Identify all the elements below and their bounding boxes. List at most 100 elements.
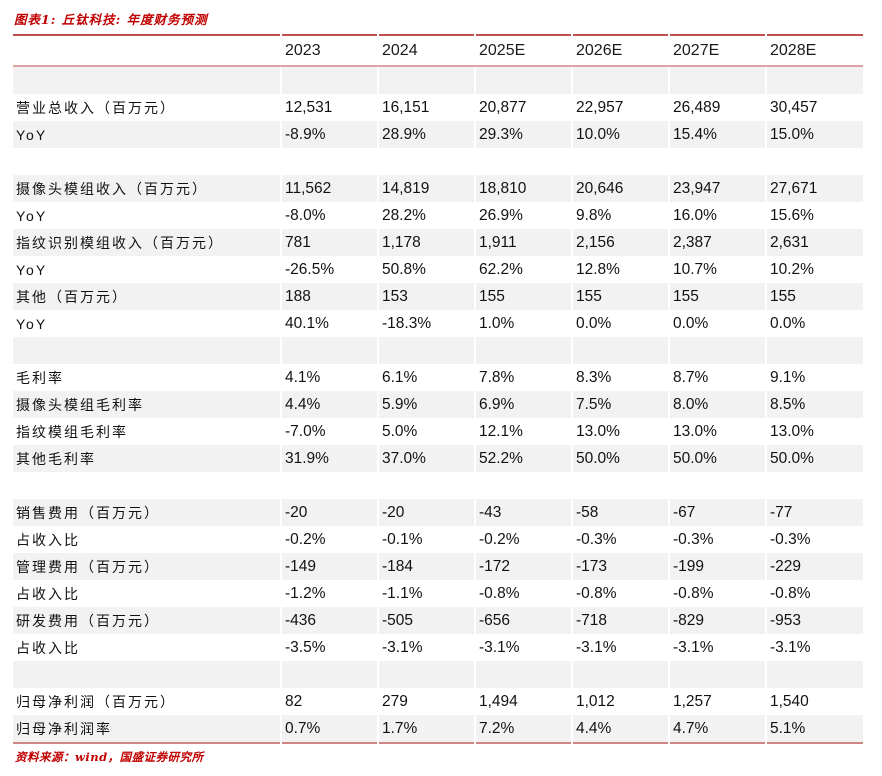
cell-value: 1,911 xyxy=(474,229,572,256)
cell-value: 1.0% xyxy=(474,310,572,337)
cell-value xyxy=(474,66,572,94)
cell-value xyxy=(377,66,475,94)
cell-value: 22,957 xyxy=(571,94,669,121)
cell-value: 14,819 xyxy=(377,175,475,202)
cell-value xyxy=(668,472,766,499)
cell-value: 0.7% xyxy=(280,715,378,743)
cell-value: 1,540 xyxy=(765,688,863,715)
cell-value: -67 xyxy=(668,499,766,526)
table-row: 指纹模组毛利率 -7.0% 5.0% 12.1% 13.0% 13.0% 13.0% xyxy=(13,418,863,445)
cell-value: 1,012 xyxy=(571,688,669,715)
cell-value: 50.0% xyxy=(668,445,766,472)
cell-value: -718 xyxy=(571,607,669,634)
cell-value: -184 xyxy=(377,553,475,580)
cell-value: 18,810 xyxy=(474,175,572,202)
cell-value: -0.3% xyxy=(668,526,766,553)
cell-value: 31.9% xyxy=(280,445,378,472)
year-column-header: 2027E xyxy=(668,35,766,67)
row-label: YoY xyxy=(16,315,48,332)
cell-value: 155 xyxy=(571,283,669,310)
cell-value xyxy=(571,472,669,499)
cell-value xyxy=(571,337,669,364)
cell-value: 8.3% xyxy=(571,364,669,391)
cell-value xyxy=(765,66,863,94)
cell-value xyxy=(280,148,378,175)
cell-value: -0.8% xyxy=(474,580,572,607)
cell-value: -505 xyxy=(377,607,475,634)
cell-value: 4.1% xyxy=(280,364,378,391)
cell-value: -20 xyxy=(280,499,378,526)
table-row: 归母净利润（百万元） 82 279 1,494 1,012 1,257 1,540 xyxy=(13,688,863,715)
cell-value xyxy=(668,337,766,364)
table-row: 占收入比 -1.2% -1.1% -0.8% -0.8% -0.8% -0.8% xyxy=(13,580,863,607)
year-column-header: 2024 xyxy=(377,35,475,67)
cell-value: -3.1% xyxy=(377,634,475,661)
row-label: 归母净利润率 xyxy=(16,720,112,737)
cell-value: 52.2% xyxy=(474,445,572,472)
cell-value: 2,156 xyxy=(571,229,669,256)
cell-value: 5.9% xyxy=(377,391,475,418)
cell-value: 1.7% xyxy=(377,715,475,743)
row-label-column-header xyxy=(13,35,281,67)
cell-value: 15.6% xyxy=(765,202,863,229)
row-label xyxy=(13,148,281,175)
cell-value: 28.9% xyxy=(377,121,475,148)
cell-value: -3.1% xyxy=(668,634,766,661)
cell-value: -436 xyxy=(280,607,378,634)
cell-value: 13.0% xyxy=(571,418,669,445)
row-label: 归母净利润（百万元） xyxy=(16,693,176,710)
figure-title: 图表1: 丘钛科技: 年度财务预测 xyxy=(14,12,208,27)
cell-value: 15.0% xyxy=(765,121,863,148)
cell-value: -26.5% xyxy=(280,256,378,283)
table-body: 营业总收入（百万元） 12,531 16,151 20,877 22,957 26,489… xyxy=(13,66,863,743)
cell-value: 155 xyxy=(765,283,863,310)
row-label xyxy=(13,337,281,364)
table-row: 归母净利润率 0.7% 1.7% 7.2% 4.4% 4.7% 5.1% xyxy=(13,715,863,743)
table-row: 摄像头模组收入（百万元） 11,562 14,819 18,810 20,646 23,9… xyxy=(13,175,863,202)
cell-value xyxy=(765,661,863,688)
row-label: YoY xyxy=(16,261,48,278)
cell-value xyxy=(280,66,378,94)
cell-value: 13.0% xyxy=(765,418,863,445)
cell-value: -20 xyxy=(377,499,475,526)
row-label: 占收入比 xyxy=(16,585,80,602)
table-row: 摄像头模组毛利率 4.4% 5.9% 6.9% 7.5% 8.0% 8.5% xyxy=(13,391,863,418)
table-row: 毛利率 4.1% 6.1% 7.8% 8.3% 8.7% 9.1% xyxy=(13,364,863,391)
cell-value xyxy=(668,148,766,175)
cell-value: 7.5% xyxy=(571,391,669,418)
cell-value: 12,531 xyxy=(280,94,378,121)
row-label: 摄像头模组毛利率 xyxy=(16,396,144,413)
cell-value: 4.7% xyxy=(668,715,766,743)
cell-value: -953 xyxy=(765,607,863,634)
cell-value xyxy=(377,148,475,175)
cell-value xyxy=(280,661,378,688)
cell-value: 20,646 xyxy=(571,175,669,202)
cell-value: -3.5% xyxy=(280,634,378,661)
cell-value: 28.2% xyxy=(377,202,475,229)
cell-value: -0.8% xyxy=(668,580,766,607)
cell-value: 6.9% xyxy=(474,391,572,418)
cell-value xyxy=(765,337,863,364)
cell-value: -1.1% xyxy=(377,580,475,607)
cell-value: -8.0% xyxy=(280,202,378,229)
row-label: 管理费用（百万元） xyxy=(16,558,160,575)
cell-value: 27,671 xyxy=(765,175,863,202)
cell-value: 16,151 xyxy=(377,94,475,121)
header-row: 2023 2024 2025E 2026E 2027E 2028E xyxy=(13,35,863,67)
year-column-header: 2023 xyxy=(280,35,378,67)
cell-value: -1.2% xyxy=(280,580,378,607)
cell-value: 10.7% xyxy=(668,256,766,283)
year-column-header: 2028E xyxy=(765,35,863,67)
cell-value: 155 xyxy=(474,283,572,310)
table-row: YoY -8.9% 28.9% 29.3% 10.0% 15.4% 15.0% xyxy=(13,121,863,148)
table-row: YoY -26.5% 50.8% 62.2% 12.8% 10.7% 10.2% xyxy=(13,256,863,283)
cell-value xyxy=(765,472,863,499)
cell-value: -58 xyxy=(571,499,669,526)
cell-value xyxy=(765,148,863,175)
spacer-row xyxy=(13,66,863,94)
table-row: 指纹识别模组收入（百万元） 781 1,178 1,911 2,156 2,387 2,63… xyxy=(13,229,863,256)
cell-value: -3.1% xyxy=(571,634,669,661)
cell-value: -0.1% xyxy=(377,526,475,553)
cell-value xyxy=(474,148,572,175)
source-note: 资料来源：wind，国盛证券研究所 xyxy=(15,750,204,764)
